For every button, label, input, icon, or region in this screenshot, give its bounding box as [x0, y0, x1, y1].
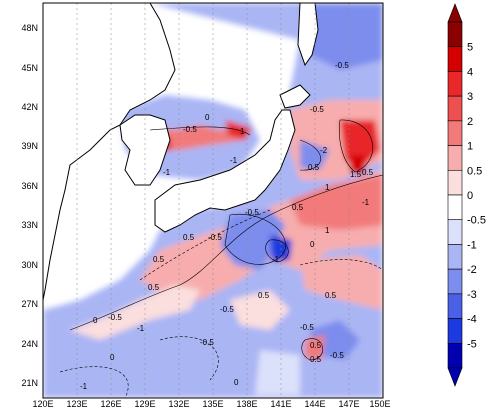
colorbar-level-label: 0.5: [467, 165, 482, 177]
lat-tick-label: 42N: [21, 102, 38, 112]
lon-tick-label: 150E: [369, 399, 390, 408]
lon-tick-label: 144E: [304, 399, 325, 408]
contour-label: -0.5: [300, 323, 314, 332]
contour-label: -1: [362, 198, 370, 207]
contour-label: 0.5: [325, 291, 337, 300]
lat-tick-label: 36N: [21, 181, 38, 191]
colorbar-swatch: [447, 268, 463, 295]
colorbar-top-arrow: [447, 3, 463, 23]
colorbar-swatch: [447, 145, 463, 171]
contour-labels: -0.5 -0.5 -0.5 -1 -1 -2 -1 -0.5 -0.5 -0.…: [80, 61, 374, 391]
contour-label: 0.5: [308, 163, 320, 172]
lon-tick-label: 141E: [270, 399, 291, 408]
lon-tick-label: 132E: [168, 399, 189, 408]
contour-label: -0.5: [330, 351, 344, 360]
contour-label: 0.5: [258, 291, 270, 300]
grid: [76, 3, 350, 398]
contour-label: 1: [240, 127, 245, 136]
contour-label: 1.5: [350, 170, 362, 179]
lon-tick-label: 129E: [134, 399, 155, 408]
contour-label: 0.5: [153, 255, 165, 264]
contour-label: -1: [80, 382, 88, 391]
contour-label: -0.5: [200, 338, 214, 347]
colorbar-bottom-arrow: [447, 367, 463, 387]
colorbar-level-label: 1: [467, 141, 473, 153]
lat-tick-label: 39N: [21, 141, 38, 151]
contour-label: 0.5: [148, 283, 160, 292]
contour-label: -0.5: [108, 313, 122, 322]
plot-area: -0.5 -0.5 -0.5 -1 -1 -2 -1 -0.5 -0.5 -0.…: [43, 3, 383, 398]
lat-tick-label: 27N: [21, 299, 38, 309]
colorbar-swatch: [447, 95, 463, 122]
lat-tick-label: 33N: [21, 220, 38, 230]
colorbar-level-label: -3: [467, 289, 477, 301]
colorbar-swatch: [447, 21, 463, 48]
colorbar-swatch: [447, 169, 463, 196]
colorbar-level-label: -5: [467, 338, 477, 350]
colorbar-swatch: [447, 342, 463, 369]
contour-label: -0.5: [335, 61, 349, 70]
contour-label: 1: [325, 226, 330, 235]
lat-tick-label: 45N: [21, 63, 38, 73]
colorbar-level-label: -4: [467, 314, 477, 326]
colorbar-level-label: 2: [467, 116, 473, 128]
colorbar-swatch: [447, 318, 463, 344]
contour-label: -2: [320, 146, 328, 155]
contour-label: -1: [272, 255, 280, 264]
colorbar-level-label: 3: [467, 91, 473, 103]
contour-label: 0.5: [292, 203, 304, 212]
lat-tick-label: 30N: [21, 260, 38, 270]
colorbar: 5 4 3 2 1 0.5 0 -0.5 -1 -2 -3 -4 -5: [447, 3, 486, 387]
lat-tick-label: 21N: [21, 378, 38, 388]
colorbar-swatch: [447, 219, 463, 245]
contour-label: 0.5: [310, 355, 322, 364]
contour-label: 0.5: [310, 341, 322, 350]
lon-tick-label: 138E: [236, 399, 257, 408]
colorbar-swatch: [447, 194, 463, 221]
contour-label: -0.5: [220, 305, 234, 314]
lon-tick-label: 135E: [202, 399, 223, 408]
colorbar-level-label: -1: [467, 239, 477, 251]
lat-tick-label: 24N: [21, 339, 38, 349]
contour-label: 0.5: [362, 168, 374, 177]
lat-tick-label: 48N: [21, 23, 38, 33]
landmass: [43, 3, 319, 301]
contour-label: -1: [230, 156, 238, 165]
contour-label: -0.5: [183, 125, 197, 134]
colorbar-level-label: 0: [467, 190, 473, 202]
contour-label: -0.5: [208, 233, 222, 242]
colorbar-swatch: [447, 244, 463, 270]
lon-axis: 120E 123E 126E 129E 132E 135E 138E 141E …: [32, 399, 390, 408]
colorbar-level-label: -0.5: [467, 215, 486, 227]
contour-label: 0: [110, 353, 115, 362]
contour-label: 0: [234, 378, 239, 387]
colorbar-swatch: [447, 71, 463, 97]
colorbar-swatch: [447, 46, 463, 72]
contour-label: -0.5: [310, 105, 324, 114]
contour-label: 0: [93, 316, 98, 325]
plot-frame: [42, 2, 384, 399]
colorbar-level-label: 5: [467, 42, 473, 54]
contours: [59, 119, 383, 398]
contour-label: 0: [310, 240, 315, 249]
contour-label: -1: [137, 324, 145, 333]
lon-tick-label: 123E: [66, 399, 87, 408]
lon-tick-label: 147E: [338, 399, 359, 408]
colorbar-swatch: [447, 120, 463, 146]
contour-label: 0: [205, 113, 210, 122]
contour-label: 0.5: [183, 233, 195, 242]
lon-tick-label: 120E: [32, 399, 53, 408]
lat-axis: 48N 45N 42N 39N 36N 33N 30N 27N 24N 21N: [21, 23, 38, 388]
colorbar-swatch: [447, 293, 463, 319]
contour-label: 1: [325, 183, 330, 192]
contour-label: -0.5: [245, 208, 259, 217]
colorbar-level-label: 4: [467, 66, 473, 78]
colorbar-level-label: -2: [467, 264, 477, 276]
lon-tick-label: 126E: [100, 399, 121, 408]
contour-label: -1: [163, 168, 171, 177]
